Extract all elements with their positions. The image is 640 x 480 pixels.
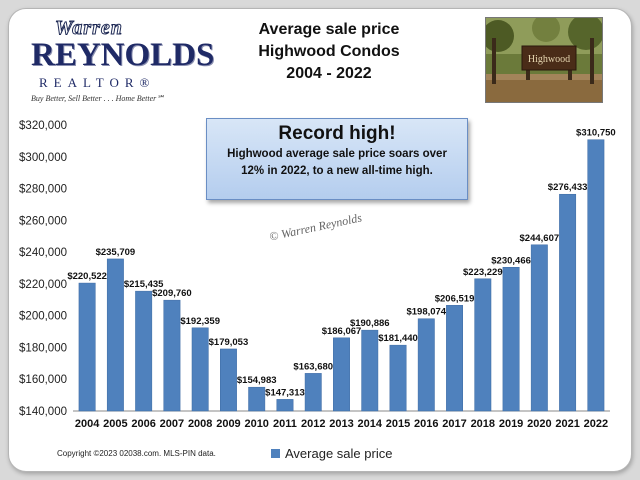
bar <box>333 337 350 412</box>
bar-value-label: $179,053 <box>209 337 249 348</box>
chart-legend: Average sale price <box>271 446 392 461</box>
logo-tagline: Buy Better, Sell Better . . . Home Bette… <box>31 94 165 103</box>
callout-line-2: 12% in 2022, to a new all-time high. <box>241 165 433 177</box>
record-high-callout: Record high! Highwood average sale price… <box>206 118 468 200</box>
bar-value-label: $230,466 <box>491 255 531 266</box>
realtor-logo: Warren REYNOLDS REALTOR® Buy Better, Sel… <box>27 15 214 109</box>
x-tick-label: 2006 <box>131 418 155 430</box>
bar-value-label: $223,229 <box>463 267 503 278</box>
y-tick-label: $280,000 <box>19 184 67 196</box>
y-tick-label: $320,000 <box>19 120 67 132</box>
logo-last-name: REYNOLDS <box>31 37 215 73</box>
bar <box>587 139 605 412</box>
callout-line-1: Highwood average sale price soars over <box>227 148 447 160</box>
bar <box>276 399 294 412</box>
legend-swatch <box>271 449 280 458</box>
bar-value-label: $190,886 <box>350 318 390 329</box>
bar <box>559 193 577 412</box>
callout-heading: Record high! <box>278 123 396 144</box>
logo-realtor: REALTOR® <box>39 75 156 90</box>
bar <box>220 348 237 412</box>
x-tick-label: 2007 <box>160 418 184 430</box>
y-tick-label: $240,000 <box>19 247 67 259</box>
x-tick-label: 2017 <box>442 418 466 430</box>
x-tick-label: 2010 <box>244 418 268 430</box>
copyright-note: Copyright ©2023 02038.com. MLS-PIN data. <box>57 449 216 458</box>
bar <box>106 258 124 412</box>
bar <box>446 305 463 412</box>
x-tick-label: 2004 <box>75 418 100 430</box>
x-tick-label: 2021 <box>555 418 579 430</box>
y-tick-label: $200,000 <box>19 311 67 323</box>
bar-value-label: $244,607 <box>520 233 560 244</box>
photo-sign-text: Highwood <box>528 54 570 65</box>
y-tick-label: $300,000 <box>19 152 67 164</box>
x-tick-label: 2019 <box>499 418 523 430</box>
title-line-1: Average sale price <box>258 21 400 38</box>
logo-first-name: Warren <box>55 17 123 40</box>
y-tick-label: $260,000 <box>19 215 67 227</box>
bar-value-label: $235,709 <box>96 247 136 258</box>
x-tick-label: 2012 <box>301 418 325 430</box>
bar-value-label: $206,519 <box>435 293 475 304</box>
title-line-3: 2004 - 2022 <box>286 65 372 82</box>
bar <box>502 267 520 412</box>
x-tick-label: 2008 <box>188 418 212 430</box>
bar-value-label: $154,983 <box>237 375 277 386</box>
bar-value-label: $276,433 <box>548 182 588 193</box>
bar <box>389 344 407 412</box>
bar <box>361 329 379 412</box>
bar <box>530 244 548 412</box>
y-tick-label: $140,000 <box>19 406 67 418</box>
bar-value-label: $186,067 <box>322 326 362 337</box>
x-tick-label: 2009 <box>216 418 240 430</box>
legend-label: Average sale price <box>285 446 393 461</box>
bar <box>135 290 153 412</box>
x-tick-label: 2022 <box>584 418 608 430</box>
bar <box>304 373 322 412</box>
x-tick-label: 2011 <box>273 418 297 430</box>
bar-value-label: $163,680 <box>293 361 333 372</box>
bar <box>474 278 492 412</box>
bar <box>191 327 209 412</box>
bar-value-label: $310,750 <box>576 128 616 139</box>
y-tick-label: $160,000 <box>19 374 67 386</box>
x-tick-label: 2016 <box>414 418 438 430</box>
x-tick-label: 2005 <box>103 418 127 430</box>
bar-value-label: $215,435 <box>124 279 164 290</box>
x-tick-label: 2015 <box>386 418 410 430</box>
x-tick-label: 2014 <box>358 418 383 430</box>
bar-value-label: $209,760 <box>152 288 192 299</box>
chart-title: Average sale price Highwood Condos 2004 … <box>189 19 469 85</box>
x-tick-label: 2013 <box>329 418 353 430</box>
y-tick-label: $180,000 <box>19 342 67 354</box>
bar-value-label: $192,359 <box>180 316 220 327</box>
x-tick-label: 2018 <box>471 418 495 430</box>
bar <box>417 318 435 412</box>
y-tick-label: $220,000 <box>19 279 67 291</box>
bar-value-label: $147,313 <box>265 387 305 398</box>
x-tick-label: 2020 <box>527 418 551 430</box>
bar <box>163 299 181 412</box>
title-line-2: Highwood Condos <box>258 43 400 60</box>
highwood-sign-photo: Highwood <box>485 17 603 103</box>
bar <box>248 386 266 412</box>
bar-value-label: $220,522 <box>67 271 107 282</box>
bar <box>78 282 96 412</box>
bar-value-label: $198,074 <box>406 307 446 318</box>
bar-value-label: $181,440 <box>378 333 418 344</box>
